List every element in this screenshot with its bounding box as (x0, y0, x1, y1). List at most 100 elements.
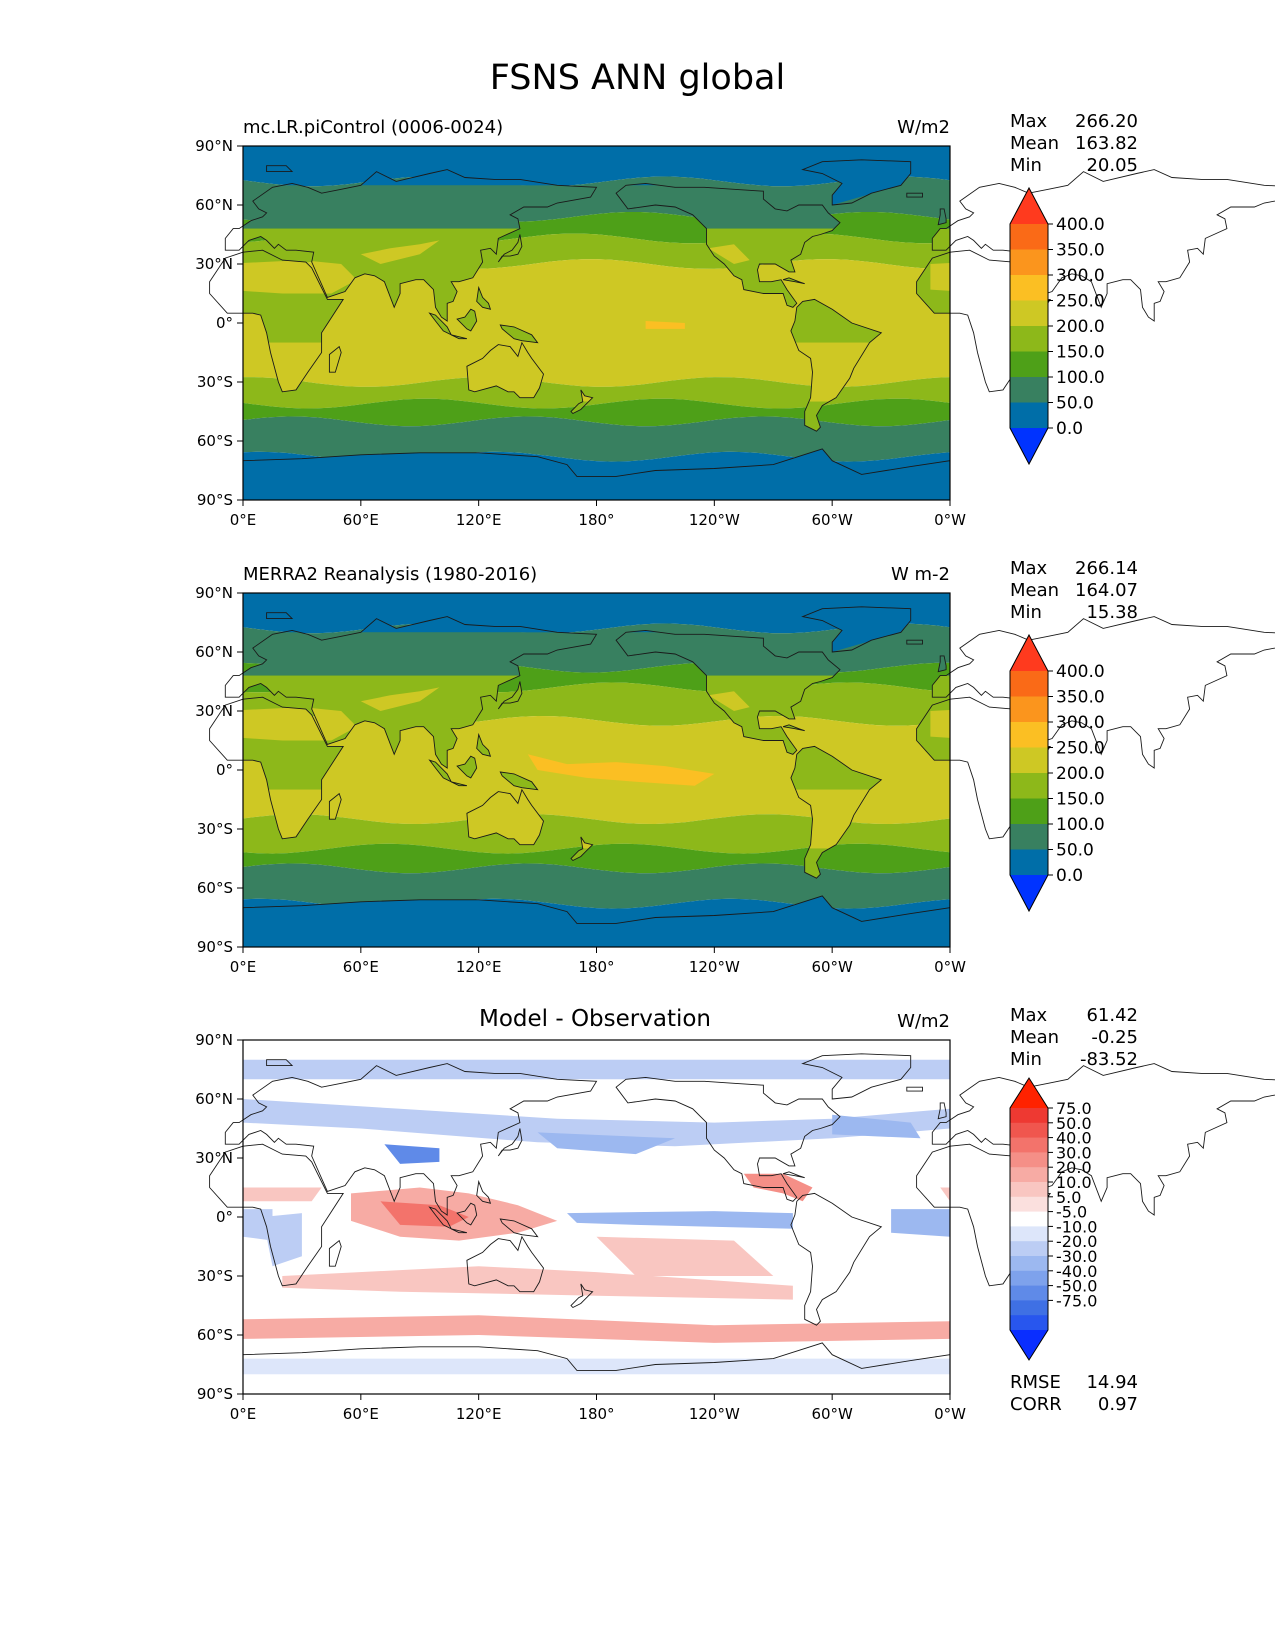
colorbar-segment (1010, 1256, 1048, 1272)
coastline (450, 334, 468, 340)
coastline (906, 1086, 923, 1092)
coastline (266, 165, 294, 173)
coastline (782, 724, 805, 732)
colorbar-segment (1010, 1226, 1048, 1242)
coastline (224, 616, 598, 769)
coastline (499, 1218, 539, 1238)
colorbar-tick-label: 300.0 (1056, 266, 1105, 286)
colorbar-segment (1010, 696, 1048, 723)
stat-min-value: 20.05 (1086, 155, 1138, 176)
colorbar-extend-max (1010, 188, 1048, 224)
coastline (456, 308, 478, 332)
contour-band (822, 608, 911, 652)
lat-tick-label: 30°S (197, 820, 233, 838)
colorbar: 400.0 350.0 300.0 250.0 200.0 150.0 100.0 50.0 0… (1009, 186, 1105, 466)
stat-max-label: Max (1010, 1005, 1048, 1026)
lat-tick-label: 30°S (197, 1267, 233, 1285)
coastline (328, 792, 342, 820)
colorbar-segment (1010, 849, 1048, 876)
colorbar-tick-label: 300.0 (1056, 713, 1105, 733)
rmse-label: RMSE (1010, 1372, 1061, 1393)
contour-band (282, 1266, 793, 1300)
colorbar-tick-label: 350.0 (1056, 688, 1105, 708)
contour-band (243, 1358, 950, 1375)
contour-band (243, 377, 950, 409)
lon-tick-label: 180° (578, 958, 614, 976)
coastline (790, 298, 883, 432)
lon-tick-label: 60°E (343, 511, 379, 529)
coastline (450, 1228, 468, 1234)
colorbar-tick-label: 75.0 (1056, 1099, 1092, 1118)
lon-tick-label: 0°E (230, 1405, 257, 1423)
coastline (497, 681, 523, 710)
coastline (782, 277, 805, 285)
stat-max-value: 266.14 (1075, 558, 1138, 579)
lat-tick-label: 30°N (195, 702, 233, 720)
colorbar-segment (1010, 300, 1048, 327)
lat-tick-label: 60°S (197, 879, 233, 897)
colorbar-tick-label: 30.0 (1056, 1143, 1092, 1162)
contour-band (567, 1211, 793, 1229)
colorbar-extend-max (1010, 635, 1048, 671)
colorbar-segment (1010, 747, 1048, 774)
colorbar-tick-label: 100.0 (1056, 368, 1105, 388)
colorbar-segment (1010, 1270, 1048, 1287)
colorbar-extend-min (1010, 1330, 1048, 1360)
lat-tick-label: 90°S (197, 938, 233, 956)
lat-tick-label: 60°S (197, 432, 233, 450)
contour-band (940, 1187, 950, 1202)
error-stats-block: RMSE 14.94 CORR 0.97 (1010, 1372, 1138, 1416)
contour-band (360, 687, 440, 711)
contour-band (891, 1209, 950, 1237)
lat-tick-label: 90°S (197, 491, 233, 509)
colorbar-extend-max (1010, 1078, 1048, 1108)
lon-tick-label: 120°E (456, 511, 502, 529)
lon-tick-label: 0°E (230, 511, 257, 529)
colorbar-segment (1010, 1167, 1048, 1183)
coastline (931, 1063, 1275, 1216)
axes: 90°N 60°N 30°N 0° 30°S 60°S 90°S 0°E 60°E 120°E 18… (195, 1031, 966, 1423)
colorbar-segment (1010, 1315, 1048, 1331)
contour-band (708, 244, 750, 264)
stat-min-value: -83.52 (1079, 1049, 1138, 1070)
field (243, 1040, 950, 1394)
lon-tick-label: 120°W (689, 511, 740, 529)
coastline (570, 389, 594, 415)
coastline (209, 1143, 345, 1287)
lon-tick-label: 180° (578, 1405, 614, 1423)
colorbar-extend-min (1010, 428, 1048, 464)
coastline (906, 639, 923, 645)
colorbar-segment (1010, 275, 1048, 301)
colorbar-tick-label: -75.0 (1056, 1291, 1097, 1310)
colorbar: 400.0 350.0 300.0 250.0 200.0 150.0 100.0 50.0 0… (1009, 633, 1105, 913)
contour-band (243, 814, 950, 854)
colorbar-tick-label: 50.0 (1056, 394, 1094, 414)
contour-band (243, 1315, 950, 1343)
coastline (615, 1076, 841, 1202)
stat-min-value: 15.38 (1086, 602, 1138, 623)
coastline (209, 696, 345, 840)
colorbar-tick-label: -5.0 (1056, 1203, 1087, 1222)
colorbar-tick-label: 200.0 (1056, 764, 1105, 784)
coastline (266, 612, 294, 620)
field (243, 593, 950, 947)
coastline (782, 1171, 805, 1179)
lat-tick-label: 0° (216, 314, 233, 332)
stat-mean-label: Mean (1010, 1027, 1060, 1048)
stat-mean-value: 164.07 (1075, 580, 1138, 601)
colorbar: 75.050.040.030.020.010.05.0-5.0-10.0-20.… (1009, 1077, 1097, 1361)
stat-mean-value: 163.82 (1075, 133, 1138, 154)
stat-mean-label: Mean (1010, 133, 1060, 154)
contour-band (645, 321, 685, 329)
colorbar-tick-label: 10.0 (1056, 1173, 1092, 1192)
coastline (906, 192, 923, 198)
coastline (209, 249, 345, 393)
colorbar-outline (1009, 1077, 1049, 1361)
coastline (937, 1102, 947, 1120)
colorbar-tick-label: 250.0 (1056, 739, 1105, 759)
stat-max-label: Max (1010, 558, 1048, 579)
lon-tick-label: 0°E (230, 958, 257, 976)
coastline (450, 781, 468, 787)
